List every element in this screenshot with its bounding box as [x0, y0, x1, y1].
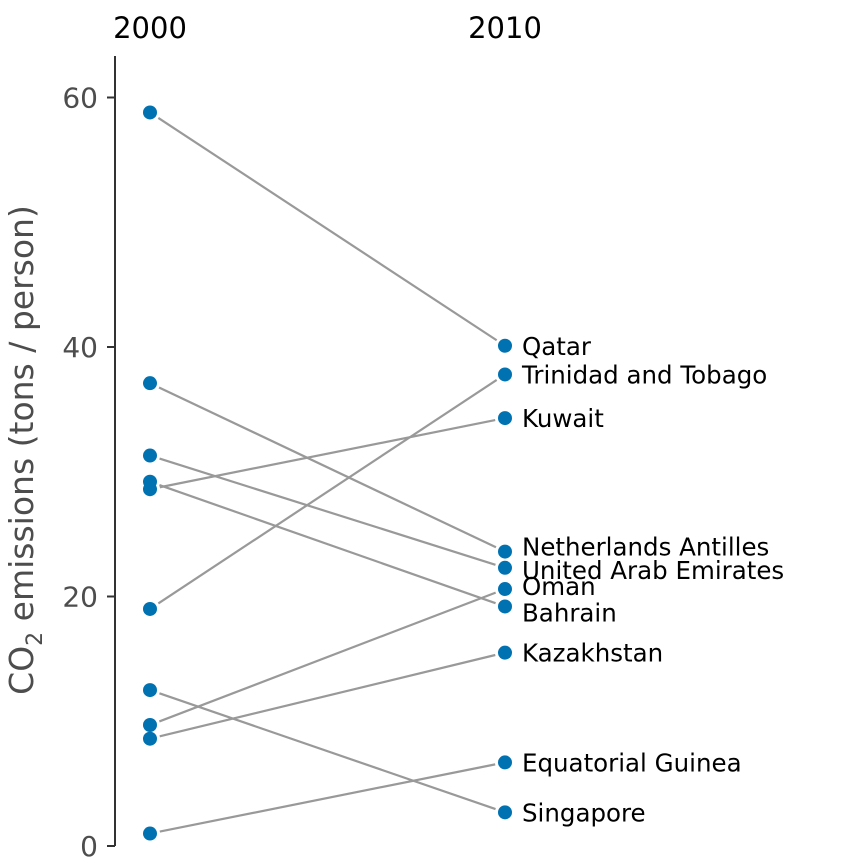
point-2010 — [498, 367, 512, 382]
country-label: Equatorial Guinea — [522, 748, 742, 777]
point-2000 — [143, 376, 157, 391]
point-2010 — [498, 805, 512, 820]
y-tick-label: 0 — [80, 830, 98, 863]
year-label-2010: 2010 — [468, 11, 542, 45]
slope-line — [157, 117, 498, 342]
country-label: Oman — [522, 572, 596, 601]
point-2000 — [143, 717, 157, 732]
slope-line — [158, 386, 497, 549]
point-2010 — [498, 560, 512, 575]
country-label: Trinidad and Tobago — [521, 360, 767, 389]
country-label: Qatar — [522, 332, 592, 361]
point-2000 — [143, 683, 157, 698]
slope-line — [158, 591, 497, 723]
point-2000 — [143, 731, 157, 746]
country-label: Singapore — [522, 798, 646, 827]
country-label: Netherlands Antilles — [522, 533, 769, 562]
slope-line — [157, 379, 498, 605]
point-2010 — [498, 544, 512, 559]
point-2010 — [498, 645, 512, 660]
slope-line — [159, 457, 496, 566]
y-axis-title: CO2 emissions (tons / person) — [2, 205, 48, 695]
y-tick-label: 60 — [62, 82, 98, 115]
point-2000 — [143, 601, 157, 616]
slope-line — [159, 653, 496, 738]
year-label-2000: 2000 — [113, 11, 187, 45]
point-2000 — [143, 448, 157, 463]
slope-line — [159, 763, 496, 833]
country-label: Kazakhstan — [522, 639, 663, 668]
point-2000 — [143, 105, 157, 120]
point-2010 — [498, 599, 512, 614]
slope-line — [159, 418, 496, 489]
y-tick-label: 20 — [62, 581, 98, 614]
slope-line — [159, 484, 496, 605]
point-2010 — [498, 338, 512, 353]
point-2000 — [143, 474, 157, 489]
slope-line — [159, 692, 496, 811]
point-2010 — [498, 755, 512, 770]
point-2010 — [498, 411, 512, 426]
point-2000 — [143, 826, 157, 841]
country-label: Kuwait — [522, 404, 604, 433]
country-label: United Arab Emirates — [522, 556, 784, 585]
point-2010 — [498, 582, 512, 597]
country-label: Bahrain — [522, 598, 617, 627]
y-tick-label: 40 — [62, 331, 98, 364]
